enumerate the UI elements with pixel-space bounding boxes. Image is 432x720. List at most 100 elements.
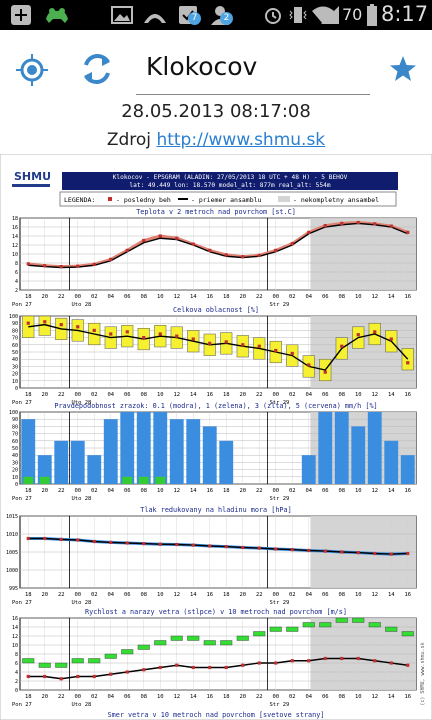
last-run-point bbox=[257, 344, 261, 348]
last-run-point bbox=[224, 340, 228, 344]
last-run-point bbox=[191, 543, 195, 547]
star-icon[interactable] bbox=[388, 54, 418, 84]
x-tick: 20 bbox=[239, 694, 246, 700]
x-tick: 22 bbox=[58, 592, 65, 598]
x-tick: 00 bbox=[272, 294, 279, 300]
last-run-point bbox=[307, 659, 311, 663]
x-tick: 20 bbox=[41, 592, 48, 598]
x-tick: 00 bbox=[272, 592, 279, 598]
x-tick: 10 bbox=[157, 592, 164, 598]
last-run-point bbox=[191, 242, 195, 246]
gust-bar bbox=[401, 631, 414, 637]
gust-bar bbox=[352, 617, 365, 623]
x-tick: 20 bbox=[239, 392, 246, 398]
x-tick: 08 bbox=[338, 488, 345, 494]
x-tick: 20 bbox=[239, 592, 246, 598]
x-tick: 08 bbox=[140, 592, 147, 598]
x-tick: 14 bbox=[388, 392, 395, 398]
x-tick: 12 bbox=[371, 694, 378, 700]
last-run-point bbox=[125, 541, 129, 545]
x-tick: 16 bbox=[404, 294, 411, 300]
x-tick: 16 bbox=[206, 694, 213, 700]
x-tick: 00 bbox=[272, 392, 279, 398]
notification-badge: 2 bbox=[220, 12, 233, 25]
last-run-point bbox=[257, 661, 261, 665]
logo-bar bbox=[12, 184, 50, 187]
x-tick: 22 bbox=[256, 592, 263, 598]
last-run-point bbox=[76, 538, 80, 542]
x-tick: 10 bbox=[355, 694, 362, 700]
x-tick: 22 bbox=[58, 488, 65, 494]
last-run-point bbox=[175, 334, 179, 338]
source-link[interactable]: http://www.shmu.sk bbox=[156, 130, 326, 150]
precip-bar-0-1mm bbox=[54, 440, 69, 484]
last-run-point bbox=[142, 542, 146, 546]
meteogram-chart[interactable]: SHMU Klokocov - EPSGRAM (ALADIN: 27/05/20… bbox=[0, 154, 432, 720]
last-run-point bbox=[43, 536, 47, 541]
x-tick: 20 bbox=[41, 694, 48, 700]
y-tick: 30 bbox=[12, 460, 18, 466]
last-run-point bbox=[158, 234, 162, 238]
gust-bar bbox=[302, 622, 315, 628]
last-run-point bbox=[109, 257, 113, 261]
gust-bar bbox=[319, 622, 332, 628]
last-run-point bbox=[307, 230, 311, 234]
gust-bar bbox=[55, 662, 68, 668]
refresh-icon[interactable] bbox=[78, 50, 116, 88]
x-tick: 06 bbox=[124, 488, 131, 494]
last-run-point bbox=[26, 536, 30, 541]
x-tick: 08 bbox=[140, 294, 147, 300]
last-run-point bbox=[307, 363, 311, 367]
gust-bar bbox=[269, 626, 282, 632]
last-run-point bbox=[142, 238, 146, 243]
last-run-point bbox=[340, 344, 344, 348]
last-run-point bbox=[406, 230, 410, 234]
precip-bar-0-1mm bbox=[351, 426, 366, 484]
last-run-point bbox=[274, 248, 278, 252]
x-tick: 16 bbox=[404, 592, 411, 598]
last-run-point bbox=[26, 674, 30, 679]
last-run-point bbox=[142, 336, 146, 340]
last-run-point bbox=[158, 665, 162, 670]
last-run-point bbox=[373, 551, 377, 556]
last-run-point bbox=[92, 674, 96, 679]
last-run-point bbox=[43, 320, 47, 324]
precip-bar-1mm bbox=[155, 476, 166, 484]
x-tick: 12 bbox=[371, 592, 378, 598]
y-tick: 70 bbox=[12, 336, 18, 342]
precip-bar-0-1mm bbox=[301, 455, 316, 484]
y-tick: 1005 bbox=[6, 550, 18, 556]
panel-1: Teplota v 2 metroch nad povrchom [st.C] 1… bbox=[12, 208, 417, 308]
header-line-2: lat: 49.449 lon: 18.570 model_alt: 877m … bbox=[129, 182, 330, 189]
x-tick: 08 bbox=[140, 392, 147, 398]
x-tick: 04 bbox=[107, 592, 114, 598]
source-label: Zdroj bbox=[106, 130, 152, 150]
x-tick: 12 bbox=[371, 294, 378, 300]
x-tick: 22 bbox=[58, 294, 65, 300]
y-tick: 1015 bbox=[6, 514, 18, 520]
precip-bar-0-1mm bbox=[367, 412, 382, 484]
image-icon bbox=[110, 4, 134, 26]
last-run-point bbox=[191, 337, 195, 341]
crosshair-location-icon[interactable] bbox=[14, 52, 50, 88]
x-tick: 16 bbox=[404, 488, 411, 494]
legend-incomplete: - nekompletny ansambel bbox=[293, 196, 379, 204]
x-tick: 18 bbox=[25, 392, 32, 398]
x-tick: 16 bbox=[404, 694, 411, 700]
day-label: Uto 28 bbox=[72, 702, 92, 708]
x-tick: 10 bbox=[355, 294, 362, 300]
gust-bar bbox=[154, 640, 167, 646]
x-tick: 02 bbox=[289, 592, 296, 598]
location-name-input[interactable]: Klokocov bbox=[146, 52, 258, 81]
last-run-point bbox=[175, 663, 179, 667]
last-run-point bbox=[59, 677, 63, 681]
x-tick: 10 bbox=[157, 488, 164, 494]
y-tick: 4 bbox=[15, 279, 18, 285]
vibrate-icon bbox=[288, 4, 308, 26]
precip-bar-0-1mm bbox=[186, 419, 201, 484]
x-tick: 10 bbox=[157, 392, 164, 398]
last-run-point bbox=[224, 665, 228, 670]
panel-2: Celkova oblacnost [%]1009080706050403020… bbox=[9, 306, 417, 406]
cloud-bar bbox=[401, 348, 414, 371]
x-tick: 14 bbox=[388, 592, 395, 598]
